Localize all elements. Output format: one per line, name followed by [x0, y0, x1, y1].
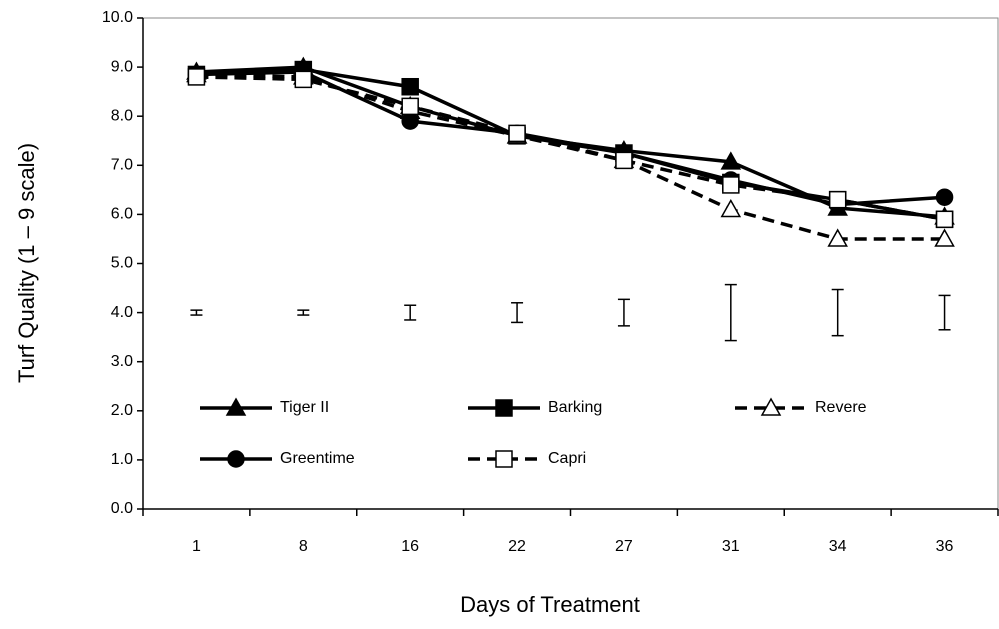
legend-marker	[225, 397, 247, 416]
error-bar	[617, 298, 630, 327]
y-tick-label: 4.0	[111, 304, 133, 321]
data-point	[187, 68, 206, 86]
data-point	[615, 151, 633, 170]
legend-label: Capri	[548, 450, 586, 467]
error-bar	[190, 309, 203, 316]
y-tick-label: 8.0	[111, 107, 133, 124]
data-point	[934, 228, 955, 247]
y-tick-label: 10.0	[102, 9, 133, 26]
x-tick-label: 22	[508, 538, 526, 555]
legend-label: Tiger II	[280, 399, 329, 416]
data-point	[935, 210, 954, 229]
data-point	[828, 190, 847, 209]
legend-marker	[760, 397, 782, 416]
y-tick-label: 0.0	[111, 500, 133, 517]
data-point	[294, 70, 313, 89]
legend-label: Greentime	[280, 450, 355, 467]
y-tick-label: 2.0	[111, 402, 133, 419]
error-bar	[511, 302, 524, 324]
x-tick-label: 31	[722, 538, 740, 555]
series-line	[196, 75, 945, 222]
legend-marker	[495, 399, 513, 417]
error-bar	[831, 288, 844, 337]
data-point	[720, 198, 742, 218]
data-point	[722, 176, 740, 194]
legend-marker	[495, 450, 513, 468]
data-point	[720, 151, 742, 170]
x-tick-label: 36	[936, 538, 954, 555]
x-tick-label: 1	[192, 538, 201, 555]
legend-label: Barking	[548, 399, 602, 416]
legend-label: Revere	[815, 399, 867, 416]
error-bar	[404, 304, 417, 321]
y-tick-label: 5.0	[111, 255, 133, 272]
data-point	[935, 188, 954, 206]
data-point	[401, 97, 419, 116]
series-line	[196, 70, 945, 207]
data-point	[508, 124, 526, 143]
legend-marker	[227, 450, 245, 468]
y-tick-label: 6.0	[111, 206, 133, 223]
x-tick-label: 16	[401, 538, 419, 555]
x-tick-label: 27	[615, 538, 633, 555]
y-axis-label: Turf Quality (1 – 9 scale)	[14, 143, 39, 383]
y-tick-label: 3.0	[111, 353, 133, 370]
y-tick-label: 1.0	[111, 451, 133, 468]
error-bar	[724, 283, 737, 342]
y-tick-label: 9.0	[111, 58, 133, 75]
error-bar	[297, 309, 310, 316]
data-point	[401, 77, 419, 96]
x-tick-label: 34	[829, 538, 847, 555]
data-point	[827, 228, 848, 247]
data-point	[401, 112, 419, 130]
x-axis-label: Days of Treatment	[460, 592, 640, 617]
error-bar	[938, 294, 951, 331]
y-tick-label: 7.0	[111, 157, 133, 174]
x-tick-label: 8	[299, 538, 308, 555]
